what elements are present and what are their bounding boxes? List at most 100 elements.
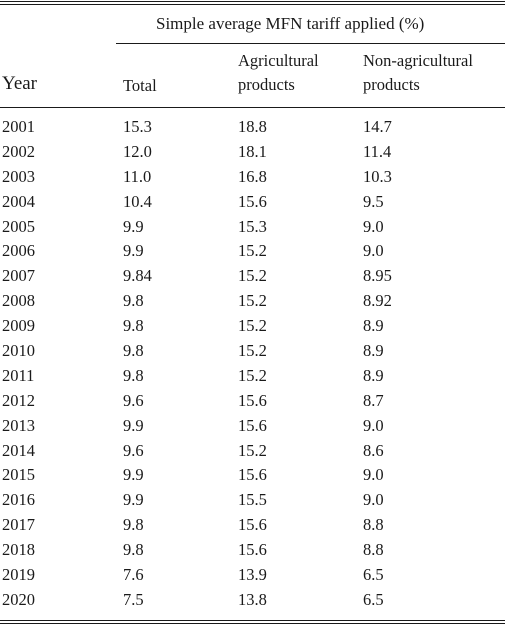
cell-nonagricultural: 8.6 — [363, 440, 384, 460]
cell-agricultural: 15.2 — [238, 241, 267, 261]
cell-agricultural: 15.6 — [238, 515, 267, 535]
cell-nonagricultural: 8.92 — [363, 291, 392, 311]
cell-nonagricultural: 9.0 — [363, 415, 384, 435]
header-agricultural-line1: Agricultural — [238, 51, 319, 70]
table-row: 2018 9.8 15.6 8.8 — [0, 538, 505, 563]
bottom-rule — [0, 620, 505, 622]
table-row: 2011 9.8 15.2 8.9 — [0, 364, 505, 389]
cell-nonagricultural: 6.5 — [363, 565, 384, 585]
cell-year: 2006 — [2, 241, 35, 261]
cell-year: 2020 — [2, 589, 35, 609]
bottom-rule-double — [0, 623, 505, 625]
cell-total: 7.5 — [123, 589, 144, 609]
cell-total: 9.6 — [123, 440, 144, 460]
cell-agricultural: 15.2 — [238, 440, 267, 460]
cell-total: 15.3 — [123, 117, 152, 136]
cell-year: 2005 — [2, 216, 35, 236]
header-nonagricultural-line1: Non-agricultural — [363, 51, 473, 70]
cell-year: 2013 — [2, 415, 35, 435]
cell-nonagricultural: 9.0 — [363, 490, 384, 510]
cell-year: 2003 — [2, 166, 35, 186]
cell-year: 2012 — [2, 390, 35, 410]
cell-agricultural: 13.8 — [238, 589, 267, 609]
cell-nonagricultural: 11.4 — [363, 141, 392, 161]
table-row: 2020 7.5 13.8 6.5 — [0, 588, 505, 613]
cell-total: 9.8 — [123, 316, 144, 336]
cell-nonagricultural: 8.8 — [363, 540, 384, 560]
cell-nonagricultural: 9.5 — [363, 191, 384, 211]
cell-year: 2001 — [2, 117, 35, 136]
cell-total: 9.9 — [123, 490, 144, 510]
cell-year: 2011 — [2, 365, 35, 385]
cell-agricultural: 15.2 — [238, 266, 267, 286]
cell-agricultural: 16.8 — [238, 166, 267, 186]
cell-total: 9.6 — [123, 390, 144, 410]
table-row: 2010 9.8 15.2 8.9 — [0, 339, 505, 364]
header-nonagricultural-line2: products — [363, 75, 420, 94]
table-row: 2009 9.8 15.2 8.9 — [0, 314, 505, 339]
cell-agricultural: 15.2 — [238, 316, 267, 336]
top-rule-double — [0, 4, 505, 6]
table-row: 2008 9.8 15.2 8.92 — [0, 289, 505, 314]
table-row: 2013 9.9 15.6 9.0 — [0, 414, 505, 439]
table-row: 2005 9.9 15.3 9.0 — [0, 215, 505, 240]
cell-agricultural: 15.6 — [238, 390, 267, 410]
table-row: 2006 9.9 15.2 9.0 — [0, 239, 505, 264]
cell-nonagricultural: 8.9 — [363, 316, 384, 336]
cell-year: 2014 — [2, 440, 35, 460]
cell-total: 10.4 — [123, 191, 152, 211]
table-row: 2002 12.0 18.1 11.4 — [0, 140, 505, 165]
cell-total: 11.0 — [123, 166, 152, 186]
cell-agricultural: 15.3 — [238, 216, 267, 236]
column-group-header: Simple average MFN tariff applied (%) — [156, 14, 425, 33]
cell-agricultural: 15.6 — [238, 191, 267, 211]
table-row: 2015 9.9 15.6 9.0 — [0, 463, 505, 488]
cell-year: 2009 — [2, 316, 35, 336]
cell-agricultural: 18.8 — [238, 117, 267, 136]
cell-nonagricultural: 8.95 — [363, 266, 392, 286]
cell-total: 9.8 — [123, 540, 144, 560]
table-row: 2016 9.9 15.5 9.0 — [0, 488, 505, 513]
cell-total: 9.8 — [123, 291, 144, 311]
cell-total: 9.9 — [123, 216, 144, 236]
cell-nonagricultural: 9.0 — [363, 241, 384, 261]
cell-agricultural: 15.6 — [238, 465, 267, 485]
cell-nonagricultural: 8.9 — [363, 341, 384, 361]
cell-nonagricultural: 10.3 — [363, 166, 392, 186]
header-total: Total — [123, 76, 157, 95]
cell-agricultural: 15.2 — [238, 365, 267, 385]
cell-year: 2007 — [2, 266, 35, 286]
table-row: 2012 9.6 15.6 8.7 — [0, 389, 505, 414]
cell-agricultural: 15.5 — [238, 490, 267, 510]
cell-year: 2016 — [2, 490, 35, 510]
cell-year: 2008 — [2, 291, 35, 311]
cell-nonagricultural: 14.7 — [363, 117, 392, 136]
cell-agricultural: 18.1 — [238, 141, 267, 161]
header-nonagricultural: Non-agricultural products — [363, 49, 505, 97]
cell-total: 9.84 — [123, 266, 152, 286]
cell-nonagricultural: 8.7 — [363, 390, 384, 410]
cell-nonagricultural: 8.9 — [363, 365, 384, 385]
cell-agricultural: 13.9 — [238, 565, 267, 585]
table-row: 2014 9.6 15.2 8.6 — [0, 439, 505, 464]
table-body: 2001 15.3 18.8 14.7 2002 12.0 18.1 11.4 2003 11.0… — [0, 115, 505, 613]
spanner-rule — [116, 43, 505, 44]
cell-agricultural: 15.6 — [238, 415, 267, 435]
cell-agricultural: 15.2 — [238, 291, 267, 311]
cell-year: 2018 — [2, 540, 35, 560]
cell-nonagricultural: 9.0 — [363, 465, 384, 485]
table-row: 2004 10.4 15.6 9.5 — [0, 190, 505, 215]
table-row: 2003 11.0 16.8 10.3 — [0, 165, 505, 190]
table-row: 2001 15.3 18.8 14.7 — [0, 115, 505, 140]
cell-year: 2015 — [2, 465, 35, 485]
cell-year: 2019 — [2, 565, 35, 585]
cell-total: 9.9 — [123, 241, 144, 261]
cell-year: 2004 — [2, 191, 35, 211]
table-row: 2019 7.6 13.9 6.5 — [0, 563, 505, 588]
cell-nonagricultural: 6.5 — [363, 589, 384, 609]
cell-year: 2017 — [2, 515, 35, 535]
cell-total: 9.9 — [123, 465, 144, 485]
cell-total: 9.8 — [123, 341, 144, 361]
header-agricultural: Agricultural products — [238, 49, 348, 97]
